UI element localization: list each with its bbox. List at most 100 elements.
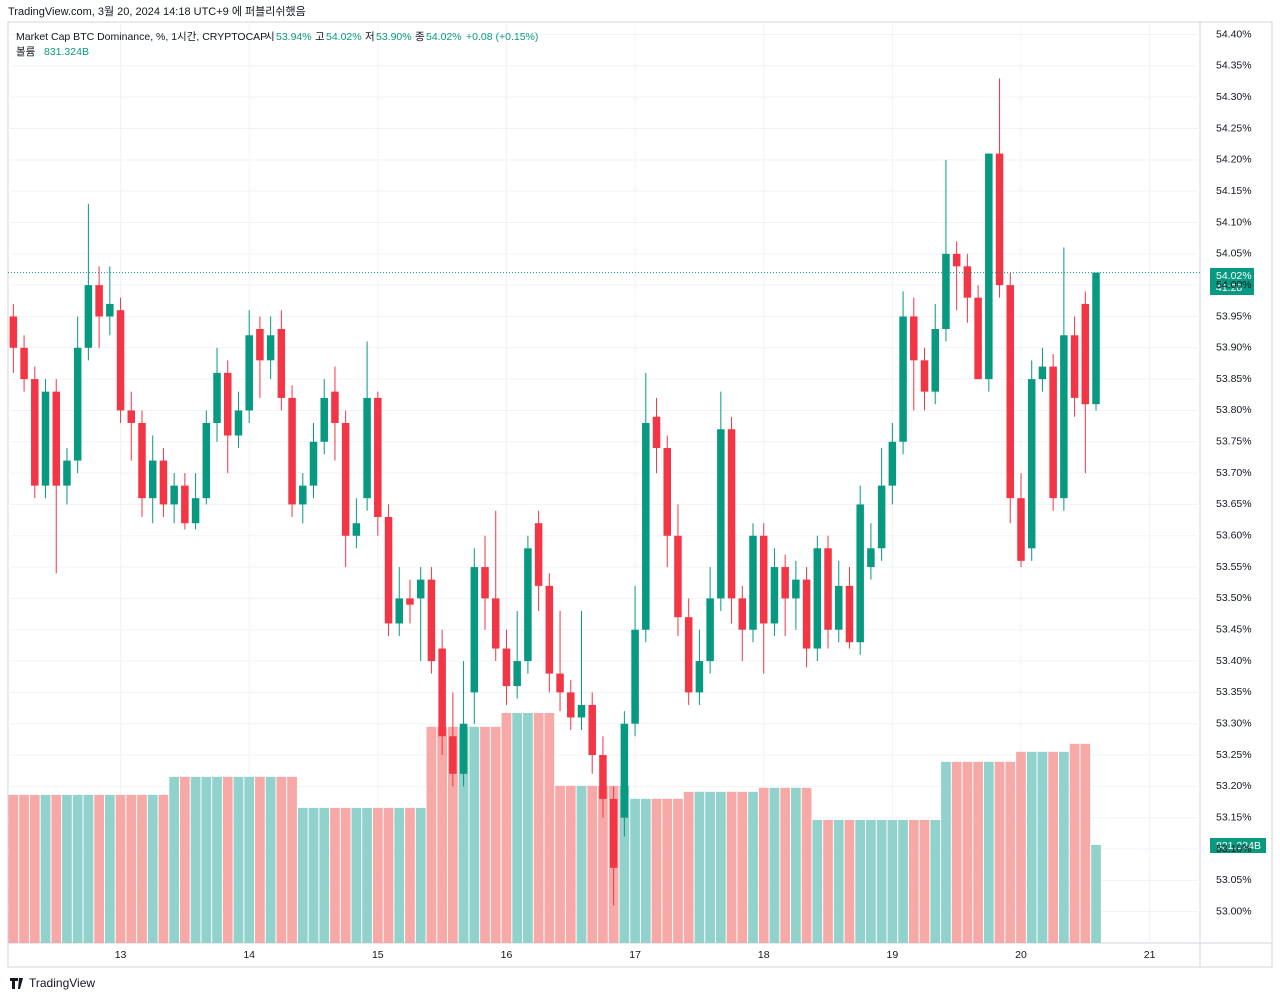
low: 53.90% <box>376 31 412 43</box>
candle-body <box>1017 498 1025 561</box>
candle-body <box>802 579 811 649</box>
volume-bar <box>19 794 29 943</box>
volume-bar <box>1005 761 1016 943</box>
candle-body <box>985 153 993 380</box>
volume-bar <box>415 807 426 943</box>
candle-body <box>256 329 264 361</box>
candle-body <box>513 661 521 687</box>
volume-bar <box>62 794 72 943</box>
candle-body <box>52 391 60 486</box>
candle-body <box>41 391 50 486</box>
high-label: 고 <box>315 31 325 43</box>
y-tick-label: 54.35% <box>1216 60 1252 72</box>
candle-body <box>684 617 693 693</box>
candle-body <box>706 598 714 662</box>
price-tag-box <box>1210 268 1254 295</box>
y-tick-label: 53.00% <box>1216 905 1252 917</box>
volume-bar <box>212 776 222 943</box>
volume-bar <box>405 807 415 943</box>
volume-bar <box>555 785 565 943</box>
candle-body <box>577 704 586 718</box>
y-tick-label: 53.70% <box>1216 467 1252 479</box>
candle-body <box>770 567 779 624</box>
candle-body <box>1060 335 1068 499</box>
volume-bar <box>458 726 469 943</box>
volume-bar <box>233 776 244 943</box>
y-tick-label: 53.55% <box>1216 561 1252 573</box>
candle-body <box>792 579 800 599</box>
y-tick-label: 53.45% <box>1216 624 1252 636</box>
candle-body <box>1006 285 1015 499</box>
y-tick-label: 54.05% <box>1216 248 1252 260</box>
volume-bar <box>908 819 919 943</box>
candle-body <box>427 579 436 662</box>
volume-bar <box>319 807 330 943</box>
candle-body <box>20 347 28 380</box>
volume-bar <box>651 798 662 943</box>
volume-bar <box>501 713 512 943</box>
y-tick-label: 54.00% <box>1216 279 1252 291</box>
candle-body <box>1081 303 1090 405</box>
candle-body <box>1027 379 1036 549</box>
candle-body <box>963 266 972 298</box>
volume-bar <box>222 776 233 943</box>
volume-bar <box>523 713 533 943</box>
y-tick-label: 54.30% <box>1216 91 1252 103</box>
open-label: 시 <box>265 31 275 43</box>
volume-bar <box>372 807 383 943</box>
candle-body <box>717 429 725 599</box>
y-tick-label: 53.30% <box>1216 717 1252 729</box>
volume-bar <box>1016 751 1026 943</box>
volume-bar <box>919 819 930 943</box>
volume-tag-box <box>1210 838 1266 853</box>
candle-body <box>374 397 382 517</box>
volume-bar <box>244 776 255 943</box>
candle-body <box>223 372 232 436</box>
volume-bar <box>340 807 351 943</box>
volume-bar <box>297 807 308 943</box>
candle-body <box>877 485 886 549</box>
candle-body <box>138 422 146 499</box>
volume-tag-value: 831.324B <box>1216 840 1261 852</box>
candle-body <box>384 516 393 624</box>
volume-bar <box>640 798 651 943</box>
candle-body <box>899 316 907 442</box>
volume-bar <box>994 761 1005 943</box>
candle-body <box>159 460 168 505</box>
change: +0.08 (+0.15%) <box>466 31 538 43</box>
candle-body <box>438 648 446 737</box>
volume-bar <box>930 819 941 943</box>
volume-bar <box>1048 751 1059 943</box>
y-tick-label: 54.25% <box>1216 122 1252 134</box>
volume-bar <box>201 776 212 943</box>
candle-body <box>749 535 757 630</box>
volume-bar <box>383 807 394 943</box>
candle-body <box>942 253 950 329</box>
volume-bar <box>844 819 855 943</box>
footer: TradingView <box>10 976 95 990</box>
volume-bar <box>823 819 833 943</box>
volume-bar <box>726 791 737 943</box>
plot <box>8 22 1200 943</box>
volume-bar <box>362 807 372 943</box>
volume-bar <box>812 819 823 943</box>
y-tick-label: 53.65% <box>1216 498 1252 510</box>
candle-body <box>73 347 82 461</box>
candle-body <box>524 548 532 662</box>
volume-bar <box>147 794 158 943</box>
volume-bar <box>351 807 362 943</box>
candle-body <box>341 422 350 536</box>
price-tag: 54.02% 41:28 <box>1210 268 1254 295</box>
candle-body <box>952 253 961 267</box>
volume-bar <box>737 791 748 943</box>
volume-bar <box>748 791 758 943</box>
price-tag-countdown: 41:28 <box>1216 282 1242 294</box>
volume-bar <box>276 776 287 943</box>
volume-bar <box>490 726 501 943</box>
candle-body <box>663 448 671 536</box>
candle-body <box>588 704 596 756</box>
volume-bar <box>855 819 866 943</box>
candle-body <box>9 316 18 348</box>
candle-body <box>84 285 93 348</box>
y-tick-label: 53.35% <box>1216 686 1252 698</box>
